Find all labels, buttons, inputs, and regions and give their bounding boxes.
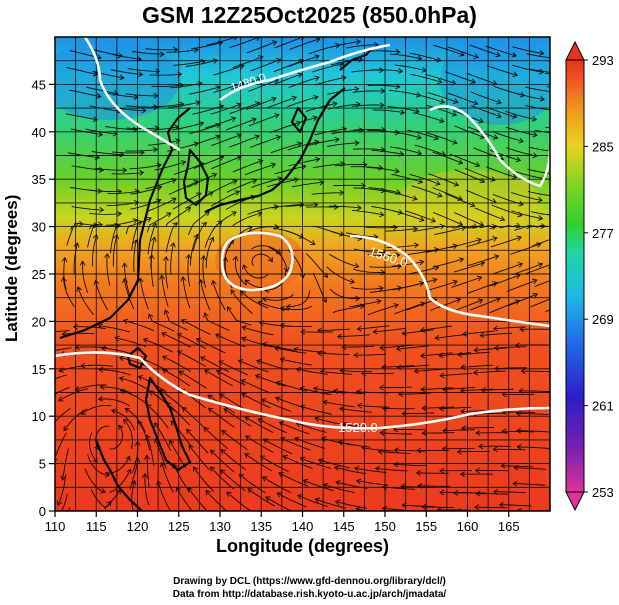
y-tick-label: 10 — [32, 409, 46, 424]
contour-line-1560 — [220, 231, 294, 292]
contour-line-1480 — [83, 37, 550, 188]
x-tick-label: 135 — [250, 519, 272, 534]
colorbar-label: 293 — [592, 53, 614, 68]
warm-patch-central — [215, 230, 305, 290]
wind-streamlines — [55, 37, 550, 511]
contour-line-1520 — [55, 351, 550, 430]
x-tick-label: 130 — [209, 519, 231, 534]
warm-patch-east — [400, 170, 540, 230]
colorbar-min-arrow — [565, 491, 585, 512]
contour-line-1560-east — [349, 234, 550, 328]
x-tick-label: 120 — [127, 519, 149, 534]
cool-patch-northwest — [55, 40, 180, 120]
x-tick-label: 160 — [457, 519, 479, 534]
y-tick-label: 35 — [32, 172, 46, 187]
colorbar-label: 269 — [592, 312, 614, 327]
x-tick-label: 165 — [498, 519, 520, 534]
y-tick-label: 5 — [39, 457, 46, 472]
contour-label-1520: 1520.0 — [338, 420, 378, 435]
colorbar-label: 261 — [592, 399, 614, 414]
x-axis-label: Longitude (degrees) — [215, 536, 389, 556]
y-tick-label: 30 — [32, 220, 46, 235]
x-tick-label: 125 — [168, 519, 190, 534]
x-tick-label: 150 — [374, 519, 396, 534]
height-contours — [55, 37, 550, 430]
y-tick-label: 15 — [32, 362, 46, 377]
x-tick-label: 110 — [45, 519, 66, 534]
credit-drawing: Drawing by DCL (https://www.gfd-dennou.o… — [173, 576, 446, 587]
y-tick-label: 20 — [32, 314, 46, 329]
y-tick-label: 25 — [32, 267, 46, 282]
credit-data: Data from http://database.rish.kyoto-u.a… — [172, 589, 447, 600]
y-tick-label: 0 — [39, 504, 46, 519]
x-axis-ticks: 110 115 120 125 130 135 140 145 150 155 160 165 — [45, 511, 520, 534]
y-tick-label: 45 — [32, 77, 46, 92]
x-tick-label: 155 — [415, 519, 437, 534]
colorbar-label: 277 — [592, 226, 614, 241]
x-tick-label: 140 — [292, 519, 314, 534]
cool-patch-northeast — [440, 37, 550, 125]
colorbar-bar — [565, 59, 585, 493]
page-title: GSM 12Z25Oct2025 (850.0hPa) — [142, 2, 477, 28]
x-tick-label: 145 — [333, 519, 355, 534]
colorbar-max-arrow — [565, 40, 585, 61]
y-axis-ticks: 0 5 10 15 20 25 30 35 40 45 — [32, 77, 55, 519]
colorbar-label: 285 — [592, 139, 614, 154]
y-tick-label: 40 — [32, 125, 46, 140]
colorbar: 293 285 277 269 261 253 — [565, 40, 614, 512]
x-tick-label: 115 — [86, 519, 107, 534]
colorbar-label: 253 — [592, 485, 614, 500]
